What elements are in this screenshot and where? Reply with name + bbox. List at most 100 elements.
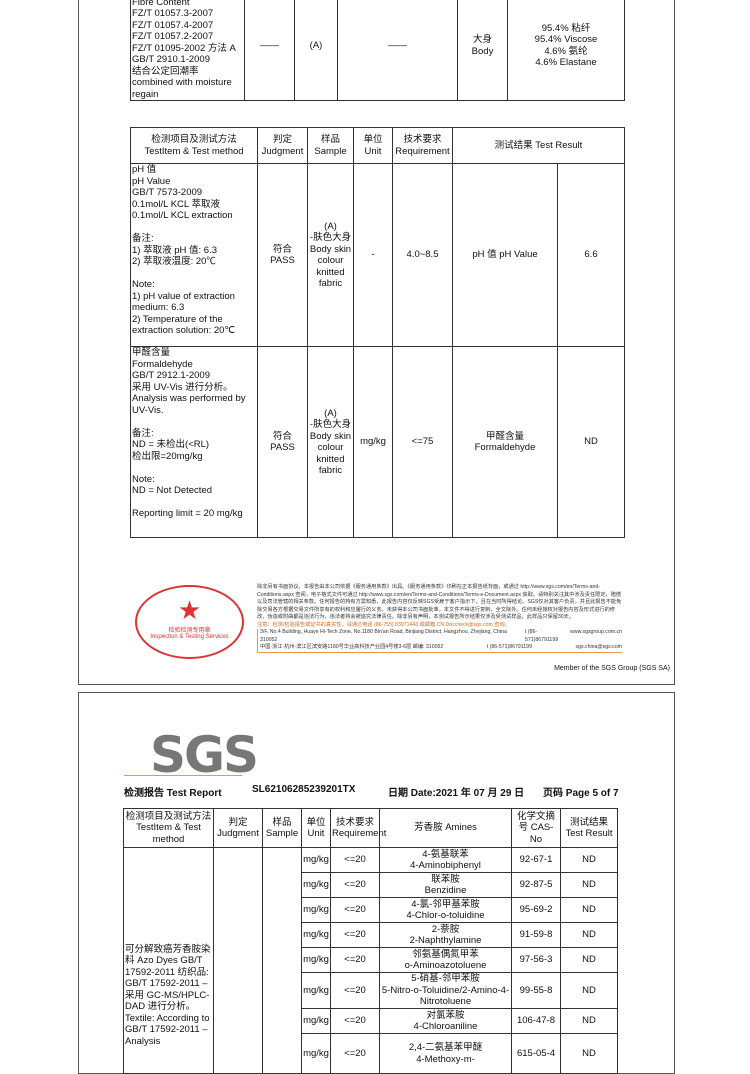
result-cell: ND [560, 897, 618, 923]
req-cell: <=20 [330, 872, 380, 898]
unit-cell: mg/kg [301, 972, 331, 1009]
cas-cell: 106-47-8 [511, 1008, 561, 1034]
result-line: 95.4% 粘纤 [541, 22, 591, 34]
method-line: combined with moisture [132, 77, 232, 88]
company-seal: ★ 检验检测专用章 Inspection & Testing Services [135, 585, 244, 659]
column-header: 单位 Unit [353, 127, 393, 164]
method-line: FZ/T 01057.4-2007 [132, 19, 214, 31]
cas-cell: 91-59-8 [511, 922, 561, 948]
column-header: 测试结果 Test Result [560, 808, 618, 848]
cas-cell: 92-67-1 [511, 847, 561, 873]
unit-cell: mg/kg [301, 1033, 331, 1074]
req-cell: <=20 [330, 922, 380, 948]
amine-cell: 邻氨基偶氮甲苯 o-Aminoazotoluene [379, 947, 512, 973]
result-cell: 6.6 [557, 163, 625, 347]
amine-cell: 对氯苯胺 4-Chloroaniline [379, 1008, 512, 1034]
result-cell: ND [560, 847, 618, 873]
page-number: 页码 Page 5 of 7 [543, 788, 619, 799]
column-header: 样品 Sample [262, 808, 302, 848]
column-header: 检测项目及测试方法 TestItem & Test method [123, 808, 214, 848]
table-row: pH 值 pH Value GB/T 7573-2009 0.1mol/L KC… [130, 163, 625, 347]
table-row: mg/kg <=20 邻氨基偶氮甲苯 o-Aminoazotoluene 97-56-… [124, 947, 618, 973]
amine-cell: 4-氨基联苯 4-Aminobiphenyl [379, 847, 512, 873]
amine-cell: 联苯胺 Benzidine [379, 872, 512, 898]
req-cell: <=20 [330, 972, 380, 1009]
column-header: 芳香胺 Amines [379, 808, 512, 848]
result-cell: ND [557, 346, 625, 538]
method-cell: pH 值 pH Value GB/T 7573-2009 0.1mol/L KC… [130, 163, 258, 347]
fibre-content-table: Fibre Content FZ/T 01057.3-2007 FZ/T 01057… [130, 0, 625, 101]
judgment: —— [244, 0, 295, 101]
method-line: FZ/T 01057.2-2007 [132, 31, 214, 42]
cas-cell: 99-55-8 [511, 972, 561, 1009]
report-date: 日期 Date:2021 年 07 月 29 日 [388, 788, 525, 799]
report-number: SL62106285239201TX [252, 784, 356, 795]
ph-formaldehyde-table: 检测项目及测试方法 TestItem & Test method 判定 Judgm… [130, 127, 625, 538]
column-header: 检测项目及测试方法 TestItem & Test method [130, 127, 258, 164]
amine-cell: 4-氯-邻甲基苯胺 4-Chlor-o-toluidine [379, 897, 512, 923]
unit-cell: mg/kg [301, 897, 331, 923]
sample: (A) [294, 0, 338, 101]
report-footer: ★ 检验检测专用章 Inspection & Testing Services 除非… [135, 580, 625, 665]
req-cell: <=20 [330, 1008, 380, 1034]
terms-text: 除非另有书面协议，本报告由本公司依据《服务通用条款》出具。《服务通用条款》印刷在… [257, 584, 622, 653]
column-header: 化学文摘号 CAS-No [511, 808, 561, 848]
column-header: 样品 Sample [307, 127, 354, 164]
method-line: 结合公定回潮率 [132, 65, 199, 77]
unit-cell: mg/kg [301, 847, 331, 873]
result-line: 4.6% Elastane [535, 57, 597, 68]
judgment-cell: 符合 PASS [257, 346, 308, 538]
method-line: Fibre Content [132, 0, 190, 8]
item-cell: 甲醛含量 Formaldehyde [452, 346, 558, 538]
cas-cell: 92-87-5 [511, 872, 561, 898]
method-line: GB/T 2910.1-2009 [132, 54, 210, 65]
result-cell: ND [560, 947, 618, 973]
item-cell: pH 值 pH Value [452, 163, 558, 347]
unit: —— [337, 0, 458, 101]
unit-cell: mg/kg [301, 947, 331, 973]
table-row: mg/kg <=20 2-萘胺 2-Naphthylamine 91-59-8 ND [124, 922, 618, 948]
table-row: 可分解致癌芳香胺染料 Azo Dyes GB/T 17592-2011 纺织品:… [123, 847, 618, 1074]
logo-rule [124, 775, 242, 776]
method-line: regain [132, 88, 159, 100]
cas-cell: 615-05-4 [511, 1033, 561, 1074]
unit-cell: mg/kg [353, 346, 393, 538]
unit-cell: mg/kg [301, 872, 331, 898]
table-row: mg/kg <=20 联苯胺 Benzidine 92-87-5 ND [124, 872, 618, 898]
req-cell: <=20 [330, 897, 380, 923]
fibre-result: 95.4% 粘纤 95.4% Viscose 4.6% 氨纶 4.6% Elastan… [507, 0, 625, 101]
amine-cell: 2,4-二氨基苯甲醚 4-Methoxy-m- [379, 1033, 512, 1074]
req-cell: 4.0~8.5 [392, 163, 453, 347]
judgment-cell: 符合 PASS [257, 163, 308, 347]
sample-cell [262, 847, 302, 1074]
method-line: FZ/T 01057.3-2007 [132, 8, 214, 19]
result-cell: ND [560, 972, 618, 1009]
azo-dyes-table: 检测项目及测试方法 TestItem & Test method 判定 Judgm… [123, 808, 618, 1074]
result-cell: ND [560, 1008, 618, 1034]
req-cell: <=20 [330, 947, 380, 973]
sample-cell: (A) -肤色大身 Body skin colour knitted fabri… [307, 346, 354, 538]
result-cell: ND [560, 1033, 618, 1074]
column-header: 技术要求 Requirement [392, 127, 453, 164]
sample-cell: (A) -肤色大身 Body skin colour knitted fabri… [307, 163, 354, 347]
column-header: 测试结果 Test Result [452, 127, 625, 164]
amine-cell: 2-萘胺 2-Naphthylamine [379, 922, 512, 948]
amine-cell: 5-硝基-邻甲苯胺 5-Nitro-o-Toluidine/2-Amino-4-… [379, 972, 512, 1009]
column-header: 判定 Judgment [257, 127, 308, 164]
report-label: 检测报告 Test Report [124, 788, 222, 799]
judgment-cell [213, 847, 263, 1074]
table-row: mg/kg <=20 5-硝基-邻甲苯胺 5-Nitro-o-Toluidine/2… [124, 972, 618, 1009]
column-header: 技术要求 Requirement [330, 808, 386, 848]
req-cell: <=20 [330, 1033, 380, 1074]
unit-cell: mg/kg [301, 922, 331, 948]
column-header: 单位 Unit [301, 808, 331, 848]
cas-cell: 95-69-2 [511, 897, 561, 923]
result-line: 95.4% Viscose [534, 34, 598, 45]
cas-cell: 97-56-3 [511, 947, 561, 973]
column-header: 判定 Judgment [213, 808, 263, 848]
method-line: FZ/T 01095-2002 方法 A [132, 42, 236, 54]
unit-cell: - [353, 163, 393, 347]
method-cell: 可分解致癌芳香胺染料 Azo Dyes GB/T 17592-2011 纺织品:… [123, 847, 214, 1074]
table-row: mg/kg <=20 4-氯-邻甲基苯胺 4-Chlor-o-toluidine 95… [124, 897, 618, 923]
table-row: 甲醛含量 Formaldehyde GB/T 2912.1-2009 采用 UV… [130, 346, 625, 538]
